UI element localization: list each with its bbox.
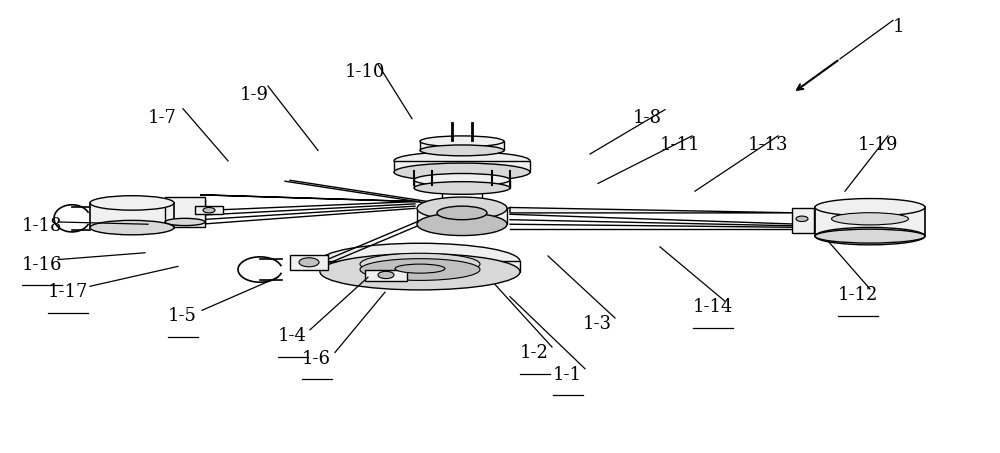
Ellipse shape: [320, 254, 520, 290]
Polygon shape: [90, 203, 174, 227]
Text: 1-8: 1-8: [633, 109, 662, 127]
Text: 1-4: 1-4: [278, 327, 307, 345]
Text: 1-19: 1-19: [858, 136, 898, 154]
Bar: [365, 270, 407, 281]
Ellipse shape: [395, 264, 445, 273]
Text: 1-17: 1-17: [48, 283, 88, 301]
Ellipse shape: [420, 136, 504, 147]
Ellipse shape: [320, 243, 520, 280]
Bar: [195, 206, 223, 214]
Bar: [165, 197, 205, 226]
Text: 1-1: 1-1: [553, 366, 582, 384]
Text: 1-2: 1-2: [520, 344, 549, 362]
Ellipse shape: [90, 196, 174, 210]
Text: 1-16: 1-16: [22, 256, 62, 274]
Text: 1: 1: [893, 18, 904, 36]
Text: 1-18: 1-18: [22, 217, 62, 236]
Ellipse shape: [165, 218, 205, 226]
Text: 1-10: 1-10: [345, 63, 386, 82]
Text: 1-7: 1-7: [148, 109, 177, 127]
Ellipse shape: [796, 216, 808, 222]
Text: 1-6: 1-6: [302, 350, 331, 368]
Ellipse shape: [394, 152, 530, 170]
Ellipse shape: [815, 198, 925, 216]
Ellipse shape: [417, 213, 507, 236]
Text: 1-3: 1-3: [583, 315, 612, 333]
Ellipse shape: [420, 145, 504, 156]
Bar: [437, 212, 487, 224]
Bar: [420, 141, 504, 150]
Ellipse shape: [417, 197, 507, 220]
Ellipse shape: [360, 259, 480, 280]
Ellipse shape: [832, 213, 908, 225]
Text: 1-14: 1-14: [693, 298, 733, 316]
Ellipse shape: [360, 253, 480, 275]
Polygon shape: [200, 195, 420, 202]
Polygon shape: [815, 207, 925, 236]
Ellipse shape: [815, 229, 925, 243]
Bar: [320, 261, 520, 272]
Bar: [290, 255, 328, 270]
Bar: [195, 199, 205, 224]
Ellipse shape: [815, 227, 925, 245]
Text: 1-13: 1-13: [748, 136, 788, 154]
Bar: [417, 208, 507, 224]
Ellipse shape: [90, 220, 174, 235]
Bar: [414, 180, 510, 188]
Ellipse shape: [414, 182, 510, 194]
Polygon shape: [510, 207, 800, 213]
Bar: [792, 208, 814, 233]
Text: 1-9: 1-9: [240, 86, 269, 104]
Text: 1-11: 1-11: [660, 136, 700, 154]
Bar: [394, 161, 530, 172]
Ellipse shape: [437, 206, 487, 220]
Ellipse shape: [299, 258, 319, 267]
Ellipse shape: [394, 163, 530, 181]
Text: 1-5: 1-5: [168, 307, 197, 325]
Ellipse shape: [203, 207, 215, 213]
Ellipse shape: [378, 271, 394, 279]
Ellipse shape: [414, 173, 510, 186]
Text: 1-12: 1-12: [838, 286, 878, 304]
